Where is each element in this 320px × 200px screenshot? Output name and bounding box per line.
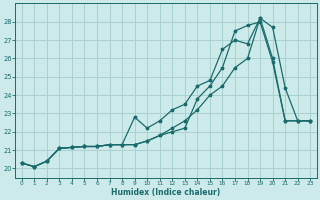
X-axis label: Humidex (Indice chaleur): Humidex (Indice chaleur) [111, 188, 220, 197]
